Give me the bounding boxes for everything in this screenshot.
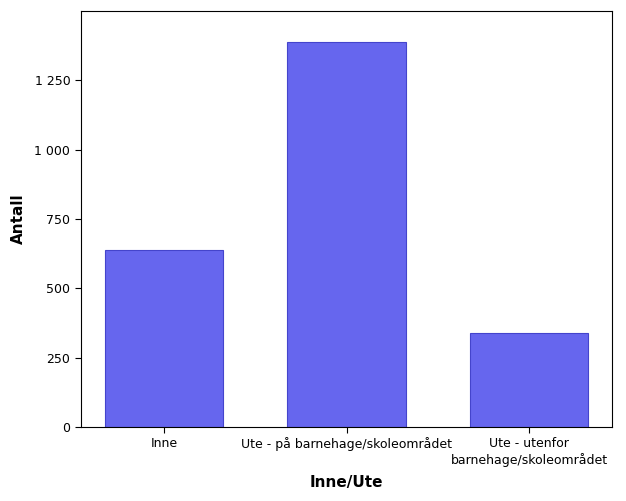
Bar xyxy=(287,42,406,427)
Y-axis label: Antall: Antall xyxy=(11,194,26,244)
Bar xyxy=(470,333,588,427)
X-axis label: Inne/Ute: Inne/Ute xyxy=(310,475,383,490)
Bar xyxy=(105,249,223,427)
